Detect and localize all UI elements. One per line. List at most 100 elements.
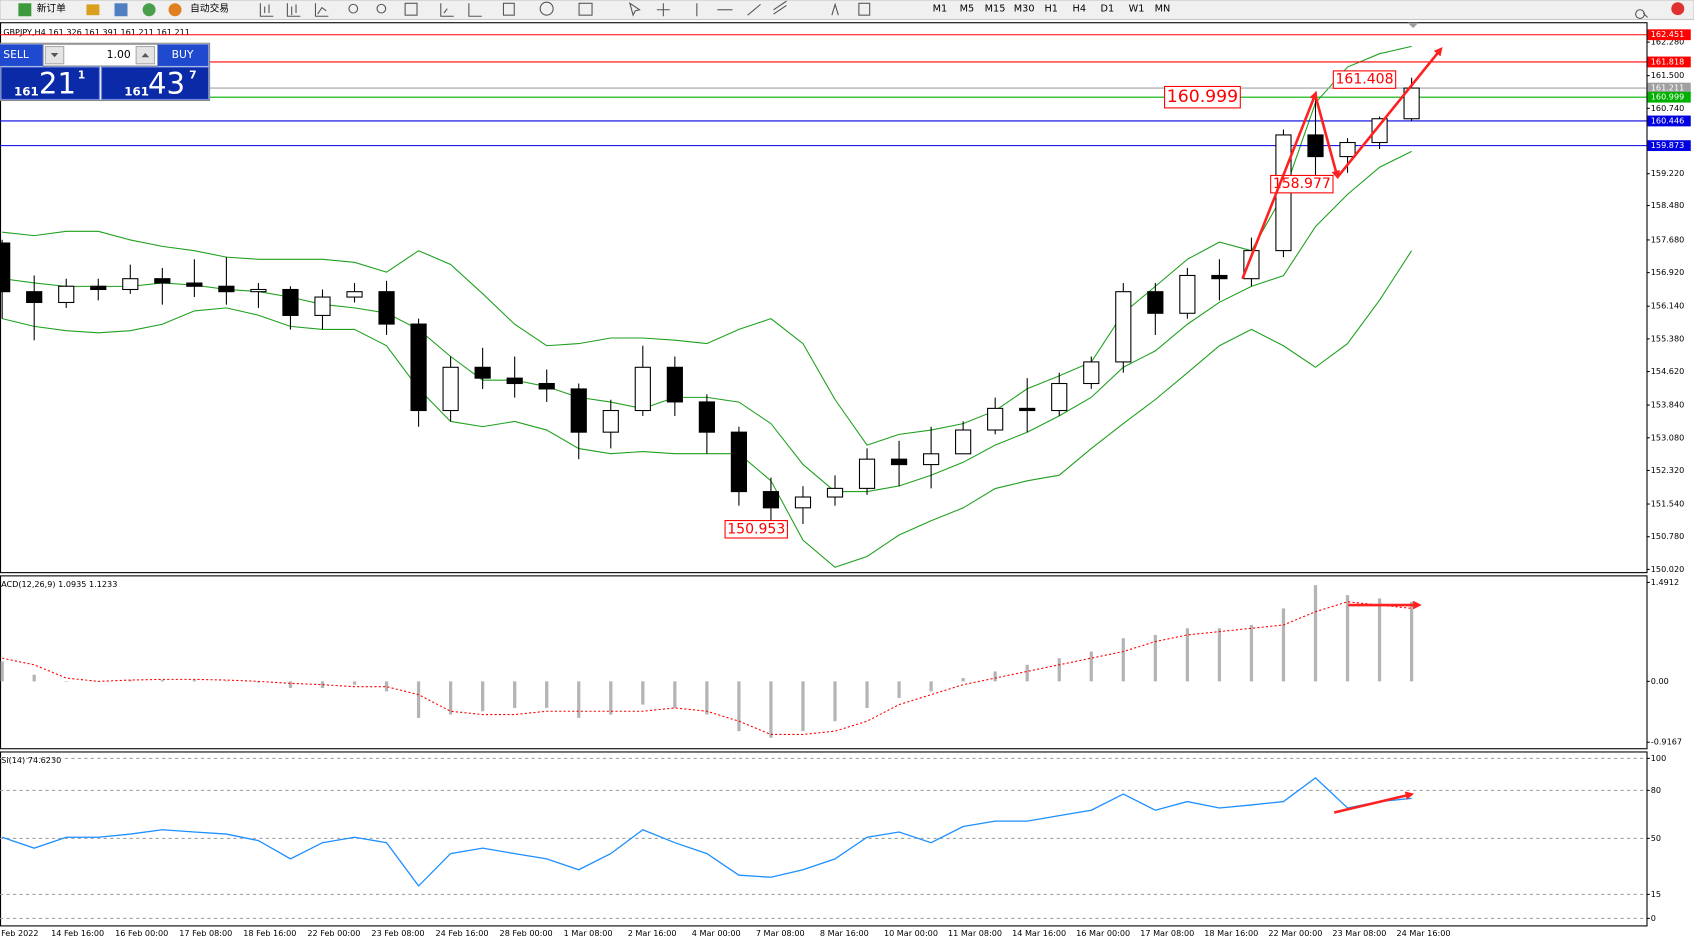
histogram-bar	[769, 681, 773, 738]
x-tick-label: 8 Mar 16:00	[820, 928, 869, 938]
buy-label[interactable]: BUY	[172, 48, 194, 61]
y-tick-label: 155.380	[1651, 333, 1684, 343]
timeframe-button[interactable]: M5	[960, 4, 975, 15]
timeframe-button[interactable]: H1	[1044, 4, 1057, 15]
timeframe-button[interactable]: M1	[933, 4, 948, 15]
sell-label[interactable]: SELL	[3, 48, 29, 61]
icon[interactable]	[142, 3, 156, 17]
y-tick-label: 158.480	[1651, 200, 1684, 210]
x-tick-label: 28 Feb 00:00	[500, 928, 553, 938]
lots-value[interactable]: 1.00	[107, 48, 131, 61]
price-level-tag	[1647, 29, 1691, 41]
price-level-tag	[1647, 91, 1691, 103]
bid-box[interactable]	[0, 66, 100, 100]
candle-body	[1083, 361, 1100, 385]
y-tick-label: 154.620	[1651, 366, 1684, 376]
price-level-label: 161.211	[1651, 83, 1684, 93]
timeframe-button[interactable]: MN	[1155, 4, 1171, 15]
price-level-tag	[1647, 115, 1691, 127]
histogram-bar	[1025, 664, 1029, 682]
timeframe-button[interactable]: M30	[1014, 4, 1035, 15]
signal-line	[2, 601, 1412, 736]
auto-trading-button[interactable]: 自动交易	[190, 2, 229, 15]
y-tick-label: 157.680	[1651, 234, 1684, 244]
candle-body	[250, 288, 267, 293]
histogram-bar	[1153, 634, 1157, 682]
y-tick-label: 152.320	[1651, 465, 1684, 475]
candle-body	[90, 285, 107, 291]
histogram-bar	[1345, 595, 1350, 682]
y-tick-label: 150.020	[1651, 564, 1684, 574]
x-tick-label: 16 Feb 00:00	[115, 928, 168, 938]
tool-icons[interactable]	[259, 0, 1648, 19]
buy-button[interactable]	[157, 44, 209, 66]
price-level-tag	[1647, 56, 1691, 68]
y-tick-label: 159.220	[1651, 168, 1684, 178]
one-click-trading: SELL 1.00 BUY 161 21 1 161 43 7	[0, 42, 211, 102]
icon[interactable]	[86, 4, 100, 16]
candle-body	[730, 431, 748, 493]
histogram-bar	[1249, 624, 1254, 682]
histogram-bar	[833, 681, 837, 722]
histogram-bar	[673, 681, 677, 708]
ask-box[interactable]	[101, 66, 210, 100]
ask-main: 43	[148, 66, 185, 100]
icon[interactable]	[114, 3, 128, 17]
histogram-bar	[929, 681, 933, 692]
histogram-bar	[1057, 658, 1061, 682]
new-order-button[interactable]: 新订单	[37, 2, 66, 15]
histogram-bar	[416, 681, 421, 718]
candle-body	[154, 278, 171, 284]
histogram-bar	[160, 680, 164, 682]
indicator-title: SI(14) 74.6230	[1, 755, 61, 765]
x-tick-label: 17 Feb 08:00	[179, 928, 232, 938]
ask-sup: 7	[189, 69, 197, 82]
histogram-bar	[513, 681, 517, 708]
candle-body	[506, 377, 523, 385]
candle-body	[442, 366, 459, 412]
annotation-box	[1164, 85, 1241, 109]
alert-icon[interactable]	[1671, 2, 1685, 16]
timeframe-button[interactable]: M15	[985, 4, 1006, 15]
candle-body	[602, 409, 619, 433]
drawn-arrow	[1241, 90, 1318, 280]
price-annotation: 150.953	[727, 521, 785, 537]
candle-body	[218, 285, 235, 293]
timeframe-button[interactable]: W1	[1129, 4, 1145, 15]
timeframe-button[interactable]: D1	[1101, 4, 1115, 15]
x-tick-label: 11 Mar 08:00	[948, 928, 1002, 938]
rsi-line	[1, 777, 1412, 887]
timeframe-button[interactable]: H4	[1073, 4, 1086, 15]
x-tick-label: 10 Mar 00:00	[884, 928, 938, 938]
y-tick-label: 151.540	[1651, 499, 1684, 509]
candle-body	[1243, 250, 1260, 280]
candle-body	[1307, 134, 1324, 158]
chart-title: GBPJPY,H4 161.326 161.391 161.211 161.21…	[3, 27, 190, 37]
histogram-bar	[1089, 651, 1093, 682]
sell-button[interactable]	[0, 44, 44, 66]
histogram-bar	[384, 681, 389, 692]
candle-body	[378, 291, 395, 325]
histogram-bar	[865, 681, 869, 708]
new-order-icon[interactable]	[18, 3, 32, 17]
arrow-up	[141, 52, 150, 58]
price-level-label: 160.999	[1651, 92, 1684, 102]
x-tick-label: 18 Feb 16:00	[243, 928, 296, 938]
candle-body	[1339, 141, 1356, 158]
bollinger-upper	[2, 45, 1412, 446]
x-tick-label: 22 Mar 00:00	[1268, 928, 1322, 938]
annotation-box	[1270, 174, 1334, 194]
auto-trading-icon[interactable]	[168, 3, 182, 17]
x-tick-label: 2 Mar 16:00	[628, 928, 677, 938]
histogram-bar	[545, 681, 549, 708]
timeframe-bar: M1 M5 M15 M30 H1 H4 D1 W1 MN	[933, 4, 1171, 15]
histogram-bar	[32, 674, 36, 682]
ask-big: 161	[124, 84, 149, 98]
price-level-tag	[1647, 140, 1691, 152]
histogram-bar	[705, 681, 709, 715]
bid-sup: 1	[78, 69, 86, 82]
histogram-bar	[288, 681, 293, 689]
candle-body	[794, 496, 812, 509]
